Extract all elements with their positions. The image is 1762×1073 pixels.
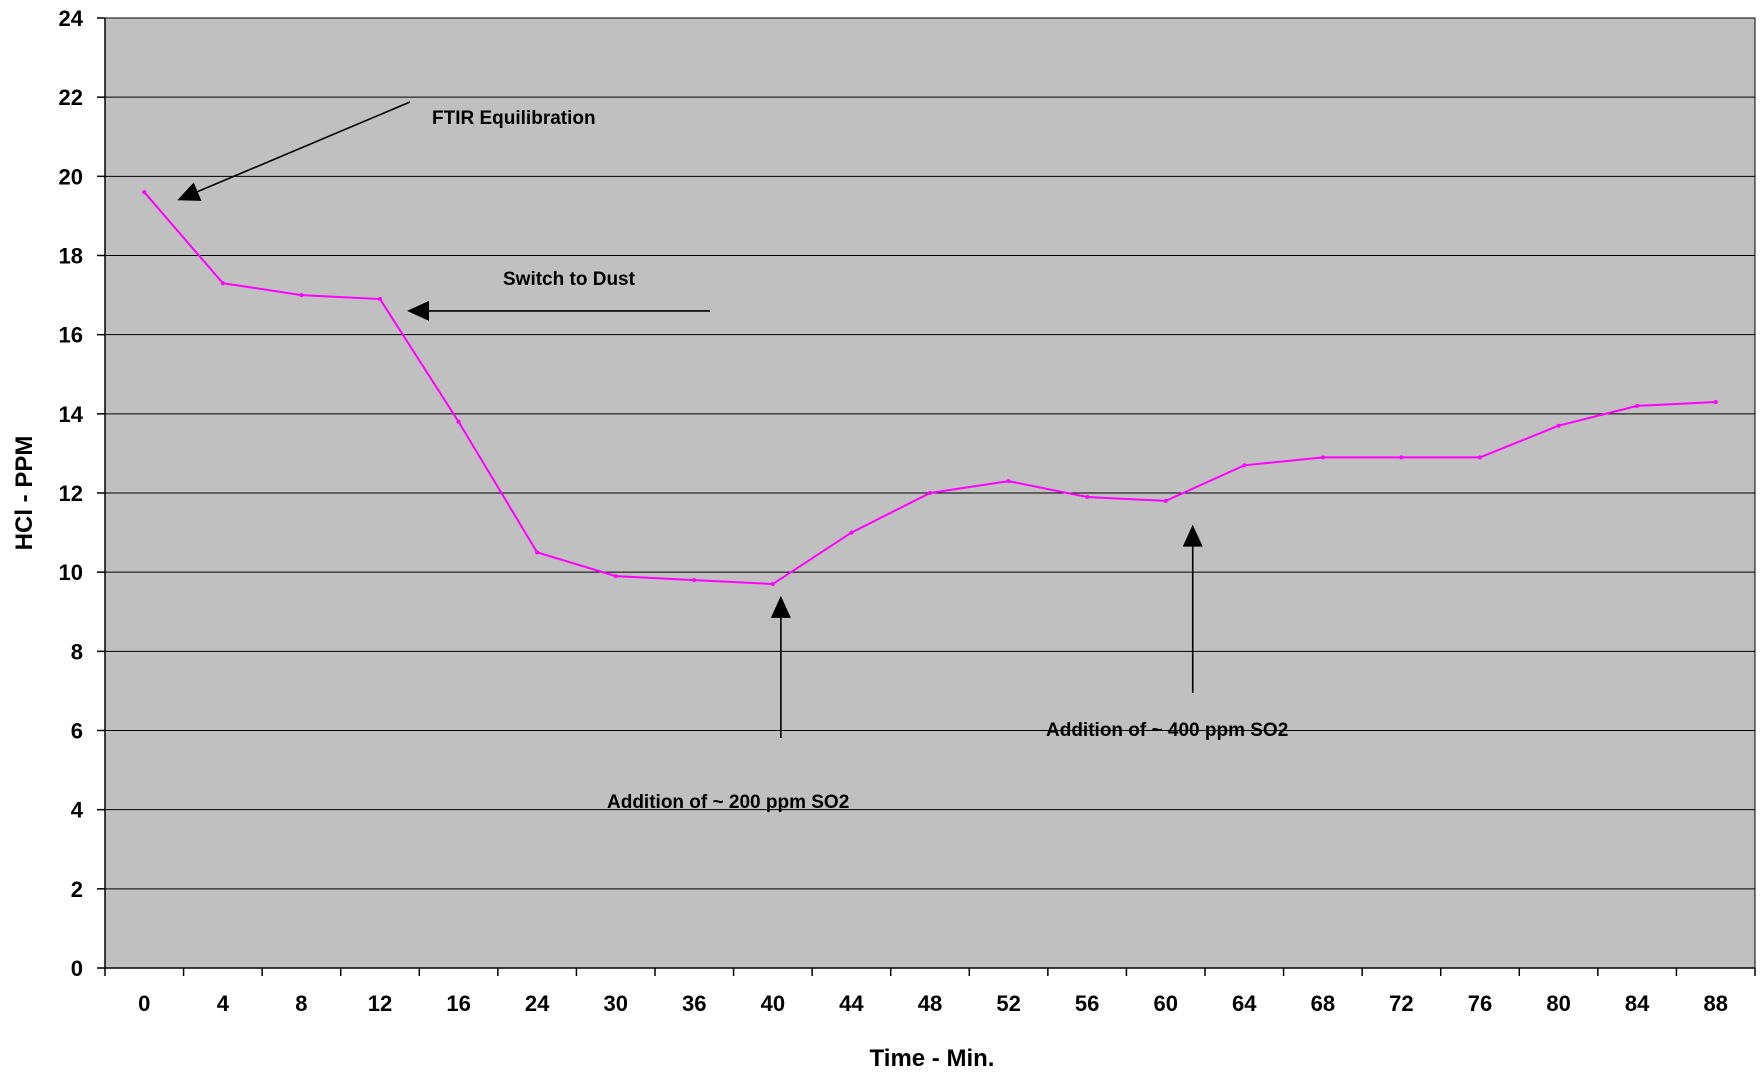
x-tick-label: 60 — [1153, 991, 1177, 1016]
x-tick-label: 30 — [603, 991, 627, 1016]
x-tick-label: 56 — [1075, 991, 1099, 1016]
x-tick-label: 24 — [525, 991, 550, 1016]
y-tick-label: 16 — [59, 323, 83, 348]
annotation-arrow — [177, 101, 411, 201]
data-point — [1085, 494, 1090, 499]
data-point — [378, 297, 382, 302]
data-point — [535, 550, 540, 555]
gridlines — [105, 96, 1755, 890]
x-tick-label: 48 — [918, 991, 942, 1016]
annotation-label: Addition of ~ 200 ppm SO2 — [607, 792, 849, 813]
data-point — [1320, 455, 1325, 460]
annotation-arrow — [1182, 524, 1203, 693]
data-point — [1163, 498, 1168, 503]
data-point — [220, 281, 225, 286]
data-point — [928, 491, 932, 495]
data-point — [692, 578, 697, 583]
y-tick-label: 2 — [71, 877, 83, 902]
data-point — [456, 419, 461, 424]
x-tick-label: 80 — [1546, 991, 1570, 1016]
x-tick-label: 36 — [682, 991, 706, 1016]
x-tick-label: 88 — [1703, 991, 1727, 1016]
annotation-label: Switch to Dust — [503, 269, 636, 290]
annotation-label: FTIR Equilibration — [432, 108, 596, 129]
data-point — [1399, 455, 1404, 460]
annotation-arrow — [407, 300, 710, 321]
x-tick-label: 52 — [996, 991, 1020, 1016]
data-point — [299, 293, 304, 298]
data-point — [1635, 403, 1640, 408]
y-tick-label: 4 — [71, 798, 84, 823]
annotation-label: Addition of ~ 400 ppm SO2 — [1046, 720, 1288, 741]
x-tick-label: 72 — [1389, 991, 1413, 1016]
annotation-arrow — [770, 595, 791, 738]
data-point — [770, 582, 775, 587]
x-axis-title: Time - Min. — [870, 1045, 995, 1072]
x-tick-label: 68 — [1311, 991, 1335, 1016]
y-tick-label: 6 — [71, 719, 83, 744]
series-group — [142, 190, 1718, 587]
y-tick-label: 12 — [59, 481, 83, 506]
x-tick-label: 16 — [446, 991, 470, 1016]
y-tick-label: 24 — [59, 6, 84, 31]
data-point — [1242, 463, 1247, 468]
x-tick-label: 12 — [368, 991, 392, 1016]
x-axis-ticks: 0 4 8 12 16 24 30 36 40 44 48 52 56 60 64 68 72 76 80 84 88 — [104, 968, 1756, 1016]
y-axis-title: HCl - PPM — [11, 436, 38, 551]
data-point — [1006, 479, 1011, 484]
data-point — [1713, 399, 1718, 404]
x-tick-label: 84 — [1625, 991, 1650, 1016]
x-tick-label: 0 — [138, 991, 150, 1016]
y-tick-label: 10 — [59, 560, 83, 585]
annotations: FTIR Equilibration Switch to Dust Addition… — [177, 101, 1288, 813]
y-tick-label: 20 — [59, 164, 83, 189]
y-tick-label: 8 — [71, 639, 83, 664]
data-point — [142, 190, 147, 195]
x-tick-label: 64 — [1232, 991, 1257, 1016]
data-point — [613, 574, 618, 579]
x-tick-label: 44 — [839, 991, 864, 1016]
y-tick-label: 0 — [71, 956, 83, 981]
y-tick-label: 18 — [59, 244, 83, 269]
data-point — [1556, 423, 1561, 428]
x-tick-label: 8 — [295, 991, 307, 1016]
x-tick-label: 4 — [217, 991, 230, 1016]
data-point — [1478, 455, 1482, 460]
data-point — [849, 530, 854, 535]
y-tick-label: 14 — [59, 402, 84, 427]
x-tick-label: 40 — [761, 991, 785, 1016]
y-tick-label: 22 — [59, 85, 83, 110]
x-tick-label: 76 — [1468, 991, 1492, 1016]
